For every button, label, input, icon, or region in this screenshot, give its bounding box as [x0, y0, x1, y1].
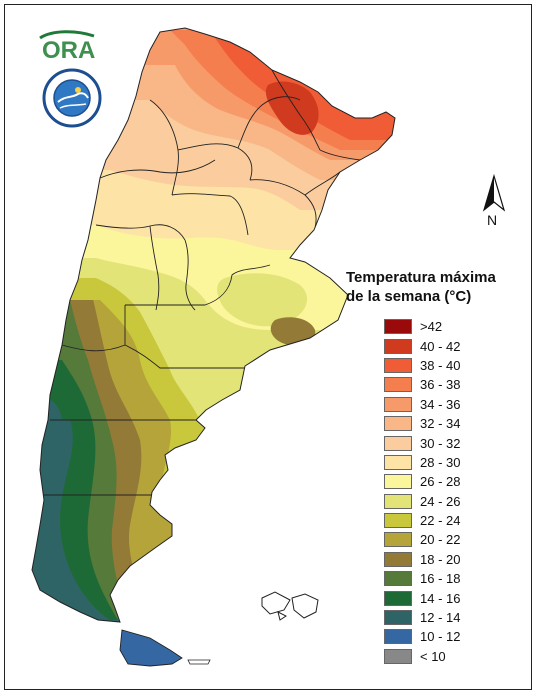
- legend-label: 32 - 34: [420, 416, 461, 432]
- legend-swatch: [384, 435, 412, 451]
- legend-label: 38 - 40: [420, 357, 461, 373]
- legend-swatch: [384, 319, 412, 335]
- country-outline: [31, 27, 396, 623]
- legend-title-line1: Temperatura máxima: [346, 269, 496, 286]
- legend-swatch: [384, 648, 412, 664]
- legend-item: 24 - 26: [384, 492, 460, 511]
- legend-label: 18 - 20: [420, 551, 461, 567]
- legend-swatch: [384, 493, 412, 509]
- legend-item: 40 - 42: [384, 336, 460, 355]
- legend-label: 12 - 14: [420, 610, 461, 626]
- legend-item: 26 - 28: [384, 472, 460, 491]
- legend-item: 34 - 36: [384, 395, 460, 414]
- legend-title-line2: de la semana (°C): [346, 288, 472, 305]
- ora-logo: ORA: [39, 30, 95, 62]
- legend-swatch: [384, 454, 412, 470]
- legend-label: 40 - 42: [420, 338, 461, 354]
- legend-label: 28 - 30: [420, 454, 461, 470]
- legend-swatch: [384, 571, 412, 587]
- legend-item: 32 - 34: [384, 414, 460, 433]
- legend-item: 36 - 38: [384, 375, 460, 394]
- legend-item: >42: [384, 317, 460, 336]
- legend-item: 28 - 30: [384, 453, 460, 472]
- north-label: N: [487, 212, 498, 228]
- legend-label: 22 - 24: [420, 513, 461, 529]
- legend-label: 16 - 18: [420, 571, 461, 587]
- legend-label: 30 - 32: [420, 435, 461, 451]
- legend-label: 14 - 16: [420, 590, 461, 606]
- legend-item: 18 - 20: [384, 550, 460, 569]
- legend-item: 12 - 14: [384, 608, 460, 627]
- legend-item: < 10: [384, 647, 460, 666]
- svg-text:ORA: ORA: [42, 37, 95, 62]
- legend-title: Temperatura máxima de la semana (°C): [346, 268, 526, 306]
- legend-label: 36 - 38: [420, 377, 461, 393]
- legend-label: < 10: [420, 648, 446, 664]
- legend-swatch: [384, 629, 412, 645]
- legend-item: 10 - 12: [384, 627, 460, 646]
- malvinas-islands: [261, 591, 319, 621]
- legend-item: 20 - 22: [384, 530, 460, 549]
- legend-swatch: [384, 610, 412, 626]
- legend-item: 38 - 40: [384, 356, 460, 375]
- legend-swatch: [384, 396, 412, 412]
- legend-swatch: [384, 551, 412, 567]
- smn-seal-icon: [42, 68, 102, 128]
- legend-label: 26 - 28: [420, 474, 461, 490]
- legend-swatch: [384, 474, 412, 490]
- legend-label: 20 - 22: [420, 532, 461, 548]
- tierra-del-fuego: [119, 629, 183, 667]
- legend-swatch: [384, 357, 412, 373]
- legend-item: 30 - 32: [384, 433, 460, 452]
- legend-item: 16 - 18: [384, 569, 460, 588]
- legend-swatch: [384, 416, 412, 432]
- legend-item: 22 - 24: [384, 511, 460, 530]
- legend-item: 14 - 16: [384, 588, 460, 607]
- legend-label: 10 - 12: [420, 629, 461, 645]
- legend-swatch: [384, 532, 412, 548]
- legend-swatch: [384, 590, 412, 606]
- legend-swatch: [384, 338, 412, 354]
- legend: >42 40 - 42 38 - 40 36 - 38 34 - 36 32 - 34 30…: [384, 317, 460, 666]
- legend-swatch: [384, 377, 412, 393]
- legend-swatch: [384, 513, 412, 529]
- legend-label: >42: [420, 319, 443, 335]
- north-arrow-icon: [482, 173, 506, 212]
- legend-label: 34 - 36: [420, 396, 461, 412]
- legend-label: 24 - 26: [420, 493, 461, 509]
